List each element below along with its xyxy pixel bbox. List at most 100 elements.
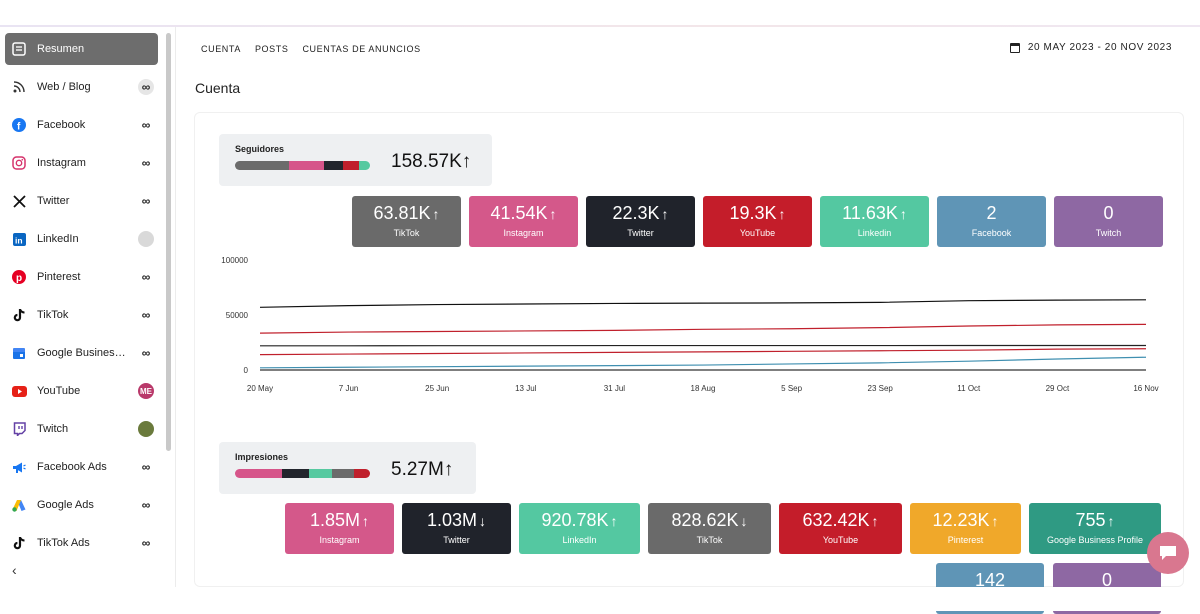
impressions-bar-segment <box>332 469 354 478</box>
chat-button[interactable] <box>1147 532 1189 574</box>
stat-tile-instagram[interactable]: 41.54K↑Instagram <box>469 196 578 247</box>
sidebar-item-instagram[interactable]: Instagram∞ <box>5 147 158 179</box>
avatar <box>138 231 154 247</box>
avatar <box>138 421 154 437</box>
sidebar-item-twitch[interactable]: Twitch <box>5 413 158 445</box>
sidebar-item-linkedin[interactable]: in LinkedIn <box>5 223 158 255</box>
impressions-share-bar <box>235 469 370 478</box>
date-range-picker[interactable]: 20 MAY 2023 - 20 NOV 2023 <box>1010 42 1172 53</box>
stat-tile-linkedin[interactable]: 920.78K↑LinkedIn <box>519 503 640 554</box>
page-bottom <box>0 587 1200 611</box>
trend-up-icon: ↑ <box>433 206 440 222</box>
followers-share-bar <box>235 161 370 170</box>
followers-total-value: 158.57K <box>391 151 462 172</box>
impressions-summary: Impresiones 5.27M↑ <box>219 442 476 494</box>
x-tick-label: 16 Nov <box>1133 384 1158 393</box>
collapse-sidebar-icon[interactable]: ‹ <box>12 562 17 578</box>
tile-label: Twitter <box>402 535 511 545</box>
trend-up-icon: ↑ <box>992 513 999 529</box>
stat-tile-youtube[interactable]: 19.3K↑YouTube <box>703 196 812 247</box>
sidebar-item-label: YouTube <box>37 385 138 397</box>
y-tick-label: 100000 <box>221 256 248 265</box>
stat-tile-facebook[interactable]: 2 Facebook <box>937 196 1046 247</box>
sidebar-scrollbar[interactable] <box>166 33 171 451</box>
tile-label: TikTok <box>352 228 461 238</box>
stat-tile-linkedin[interactable]: 11.63K↑ Linkedin <box>820 196 929 247</box>
tile-label: TikTok <box>648 535 771 545</box>
sidebar-item-web-blog[interactable]: Web / Blog∞ <box>5 71 158 103</box>
section-title: Cuenta <box>195 80 240 96</box>
series-line-1 <box>260 324 1146 333</box>
infinity-icon: ∞ <box>138 345 154 361</box>
x-tick-label: 13 Jul <box>515 384 537 393</box>
tile-value-number: 632.42K <box>802 510 869 530</box>
summary-icon <box>11 41 27 57</box>
trend-up-icon: ↑ <box>900 206 907 222</box>
tile-value-number: 920.78K <box>541 510 608 530</box>
stat-tile-twitter[interactable]: 1.03M↓ Twitter <box>402 503 511 554</box>
sidebar-item-tiktok-ads[interactable]: TikTok Ads∞ <box>5 527 158 559</box>
tiktok-icon <box>11 307 27 323</box>
tile-label: Linkedin <box>820 228 929 238</box>
sidebar-item-facebook-ads[interactable]: Facebook Ads∞ <box>5 451 158 483</box>
sidebar-item-resumen[interactable]: Resumen <box>5 33 158 65</box>
followers-bar-segment <box>235 161 289 170</box>
tile-label: Facebook <box>937 228 1046 238</box>
tab-cuentas-anuncios[interactable]: CUENTAS DE ANUNCIOS <box>302 44 420 54</box>
stat-tile-twitter[interactable]: 22.3K↑Twitter <box>586 196 695 247</box>
instagram-icon <box>11 155 27 171</box>
tile-value-number: 1.85M <box>310 510 360 530</box>
sidebar-item-label: LinkedIn <box>37 233 138 245</box>
x-tick-label: 18 Aug <box>691 384 716 393</box>
sidebar-item-tiktok[interactable]: TikTok∞ <box>5 299 158 331</box>
impressions-bar-segment <box>309 469 332 478</box>
followers-title: Seguidores <box>235 144 284 154</box>
tiktok-icon <box>11 535 27 551</box>
sidebar-item-label: Twitch <box>37 423 138 435</box>
pinterest-icon: p <box>11 269 27 285</box>
trend-up-icon: ↑ <box>550 206 557 222</box>
tile-value: 1.03M↓ <box>402 510 511 531</box>
stat-tile-google-business-profile[interactable]: 755↑Google Business Profile <box>1029 503 1161 554</box>
sidebar-item-google-busines[interactable]: Google Busines…∞ <box>5 337 158 369</box>
stat-tile-youtube[interactable]: 632.42K↑YouTube <box>779 503 902 554</box>
impressions-total-value: 5.27M <box>391 459 444 480</box>
trend-down-icon: ↓ <box>741 513 748 529</box>
x-tick-label: 23 Sep <box>868 384 894 393</box>
sidebar-item-label: TikTok Ads <box>37 537 138 549</box>
trend-up-icon: ↑ <box>1108 513 1115 529</box>
stat-tile-tiktok[interactable]: 63.81K↑TikTok <box>352 196 461 247</box>
infinity-icon: ∞ <box>138 497 154 513</box>
svg-text:in: in <box>15 235 23 245</box>
linkedin-icon: in <box>11 231 27 247</box>
tile-value: 12.23K↑ <box>910 510 1021 531</box>
tab-cuenta[interactable]: CUENTA <box>201 44 241 54</box>
tile-value: 1.85M↑ <box>285 510 394 531</box>
followers-bar-segment <box>359 161 370 170</box>
tile-value-number: 2 <box>986 203 996 223</box>
tile-label: Twitter <box>586 228 695 238</box>
x-tick-label: 31 Jul <box>604 384 626 393</box>
tile-value: 755↑ <box>1029 510 1161 531</box>
stat-tile-instagram[interactable]: 1.85M↑Instagram <box>285 503 394 554</box>
tile-value-number: 755 <box>1075 510 1105 530</box>
infinity-icon: ∞ <box>138 155 154 171</box>
tile-value-number: 22.3K <box>612 203 659 223</box>
stat-tile-pinterest[interactable]: 12.23K↑Pinterest <box>910 503 1021 554</box>
stat-tile-tiktok[interactable]: 828.62K↓TikTok <box>648 503 771 554</box>
impressions-title: Impresiones <box>235 452 288 462</box>
x-tick-label: 5 Sep <box>781 384 802 393</box>
tile-value-number: 11.63K <box>842 203 898 223</box>
sidebar-divider <box>175 27 176 587</box>
infinity-icon: ∞ <box>138 307 154 323</box>
tab-posts[interactable]: POSTS <box>255 44 289 54</box>
sidebar-item-twitter[interactable]: Twitter∞ <box>5 185 158 217</box>
sidebar-item-google-ads[interactable]: Google Ads∞ <box>5 489 158 521</box>
tile-value: 920.78K↑ <box>519 510 640 531</box>
